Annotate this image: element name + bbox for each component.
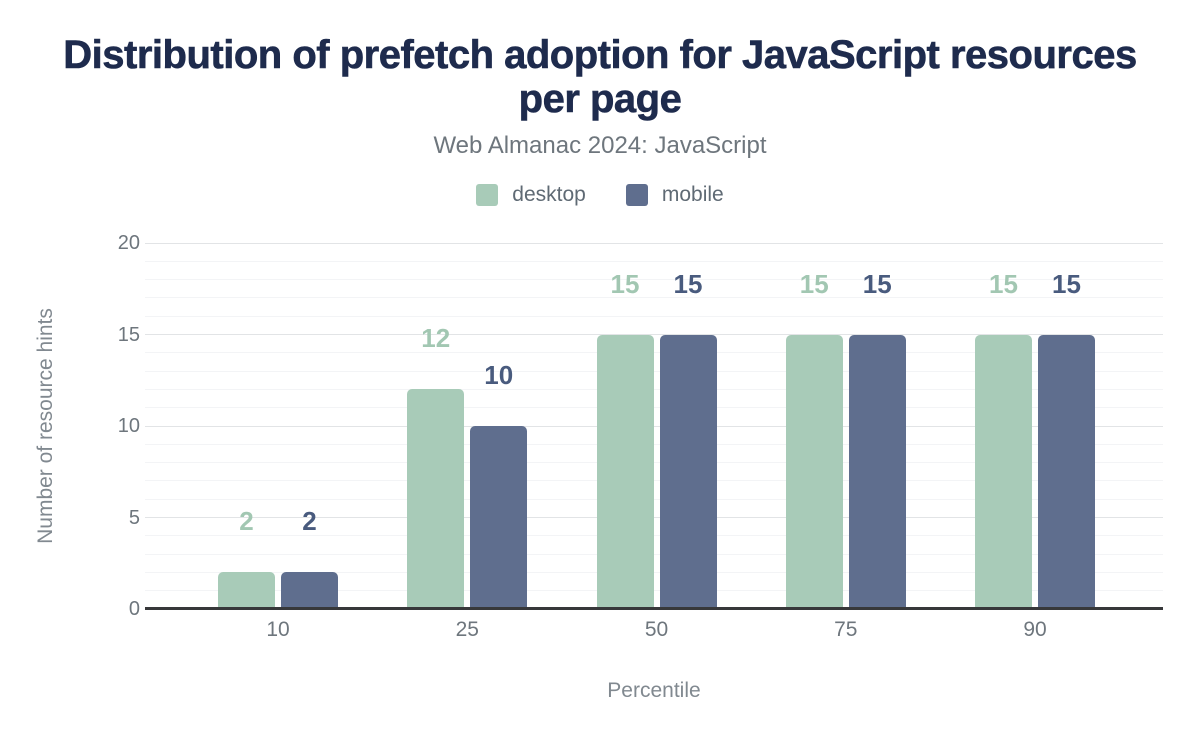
minor-grid-line [145,260,1163,262]
x-tick-label: 25 [455,618,479,641]
minor-grid-line [145,388,1163,390]
minor-grid-line [145,571,1163,573]
bar-desktop-p10[interactable] [218,572,275,609]
bar-label-desktop-p50: 15 [610,268,640,299]
minor-grid-line [145,498,1163,500]
bar-desktop-p25[interactable] [407,389,465,609]
x-tick-label: 50 [644,618,669,641]
bar-mobile-p25[interactable] [470,426,528,609]
major-grid-line [145,425,1163,427]
bar-label-mobile-p10: 2 [302,506,317,537]
minor-grid-line [145,535,1163,537]
y-tick-label: 0 [128,598,140,620]
legend: desktop mobile [0,183,1200,207]
minor-grid-line [145,352,1163,354]
bar-label-mobile-p50: 15 [673,268,703,299]
y-tick-label: 10 [117,415,140,437]
bar-label-desktop-p25: 12 [421,323,451,354]
x-tick-label: 90 [1023,618,1047,641]
minor-grid-line [145,480,1163,482]
legend-item-desktop[interactable]: desktop [476,183,586,207]
minor-grid-line [145,315,1163,317]
bar-mobile-p10[interactable] [281,572,338,609]
minor-grid-line [145,370,1163,372]
chart-title: Distribution of prefetch adoption for Ja… [63,33,1138,122]
minor-grid-line [145,553,1163,555]
minor-grid-line [145,279,1163,281]
legend-label-desktop: desktop [512,183,586,206]
bar-label-mobile-p75: 15 [862,268,892,299]
bar-desktop-p75[interactable] [785,334,843,609]
bar-desktop-p50[interactable] [596,334,654,609]
minor-grid-line [145,407,1163,409]
bar-label-mobile-p90: 15 [1052,268,1081,299]
major-grid-line [145,517,1163,518]
y-tick-label: 20 [117,232,140,254]
y-tick-label: 15 [117,323,140,346]
bar-label-desktop-p75: 15 [799,268,829,299]
legend-item-mobile[interactable]: mobile [625,183,724,207]
minor-grid-line [145,443,1163,445]
bar-label-mobile-p25: 10 [484,360,514,390]
bar-label-desktop-p10: 2 [239,506,254,537]
y-axis-title: Number of resource hints [34,308,57,544]
chart-subtitle: Web Almanac 2024: JavaScript [433,132,767,159]
mobile-swatch-icon [625,184,648,206]
x-tick-label: 10 [266,618,290,641]
bar-label-desktop-p90: 15 [989,268,1018,299]
bar-mobile-p75[interactable] [848,334,906,609]
minor-grid-line [145,297,1163,299]
bar-desktop-p90[interactable] [975,334,1032,609]
bar-mobile-p50[interactable] [659,334,717,609]
x-axis-line [145,607,1163,610]
bar-mobile-p90[interactable] [1038,334,1095,609]
major-grid-line [145,334,1163,335]
y-tick-label: 5 [128,506,140,529]
legend-label-mobile: mobile [661,183,724,206]
x-axis-title: Percentile [607,679,701,702]
x-tick-label: 75 [834,618,858,641]
desktop-swatch-icon [476,184,499,206]
major-grid-line [145,242,1163,244]
minor-grid-line [145,590,1163,592]
minor-grid-line [145,462,1163,464]
